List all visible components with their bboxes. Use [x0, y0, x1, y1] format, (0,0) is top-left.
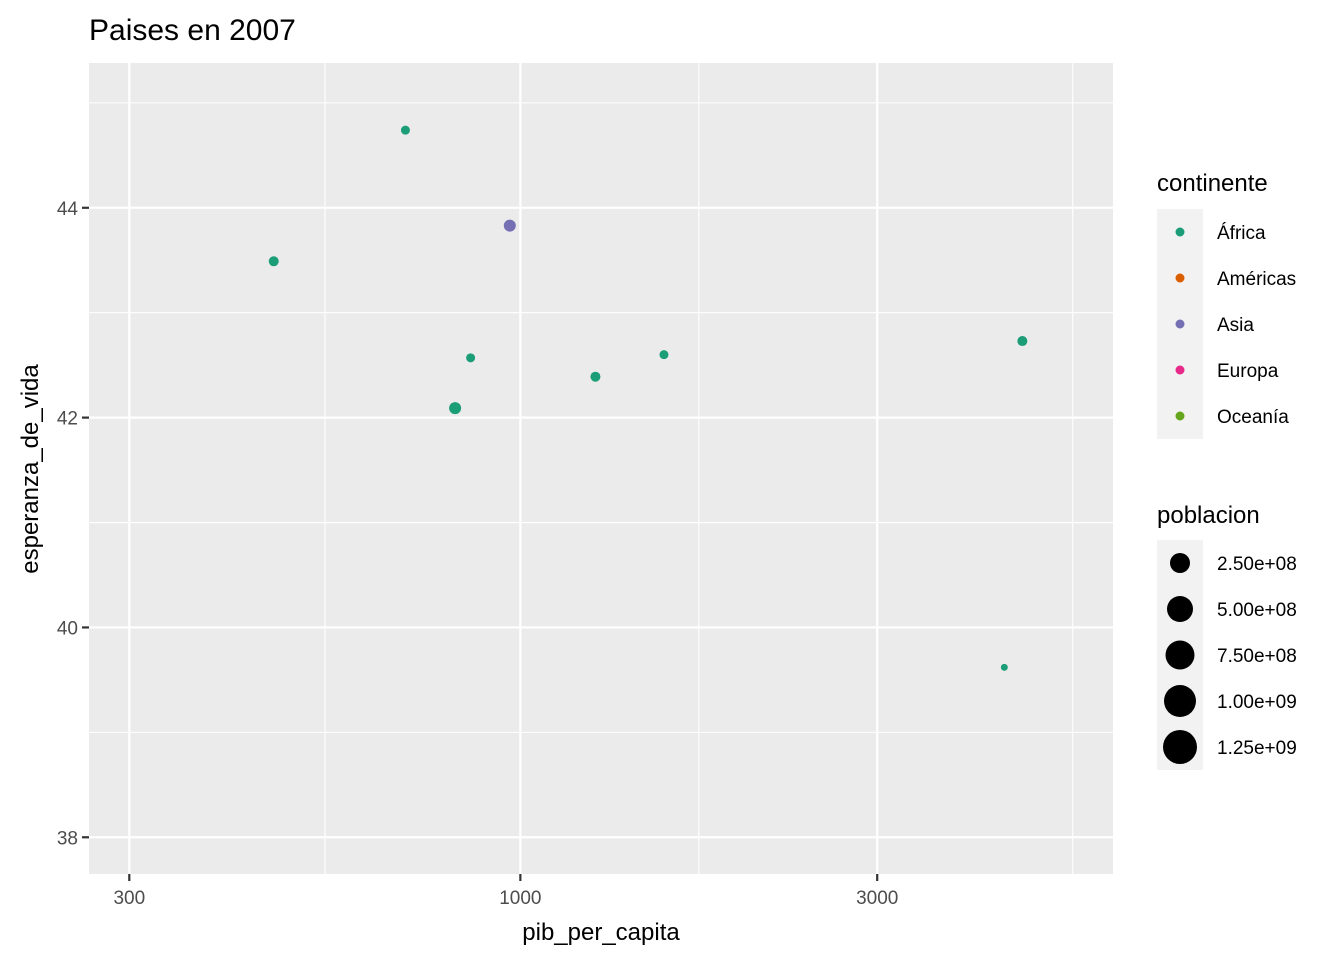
legend-color-dot-icon — [1175, 411, 1185, 421]
data-point — [659, 350, 669, 360]
legend-color-dot-icon — [1175, 273, 1185, 283]
color-legend-label: Oceanía — [1217, 407, 1289, 428]
data-point — [590, 371, 601, 382]
legend-size-dot-icon — [1163, 730, 1197, 764]
x-tick-label: 300 — [113, 888, 145, 909]
data-point — [1017, 336, 1028, 347]
size-legend-label: 7.50e+08 — [1217, 646, 1297, 667]
minor-gridlines — [89, 63, 1113, 874]
size-legend-title: poblacion — [1157, 502, 1260, 529]
data-point — [268, 256, 279, 267]
size-legend: poblacion 2.50e+08 5.00e+08 7.50e+08 1.00e+… — [1157, 502, 1297, 770]
data-point — [466, 353, 476, 363]
panel-background — [89, 63, 1113, 874]
data-point — [449, 402, 462, 415]
size-legend-label: 1.25e+09 — [1217, 738, 1297, 759]
y-tick-label: 38 — [57, 828, 78, 849]
data-points — [268, 125, 1028, 671]
data-point — [503, 219, 516, 232]
color-legend-label: África — [1217, 223, 1266, 244]
color-legend-label: Europa — [1217, 361, 1279, 382]
x-axis: 300 1000 3000 — [113, 874, 898, 909]
legend-size-dot-icon — [1170, 553, 1190, 573]
major-gridlines — [89, 63, 1113, 874]
legend-size-dot-icon — [1164, 685, 1196, 717]
legend-size-dot-icon — [1165, 640, 1195, 670]
data-point — [1000, 663, 1008, 671]
color-legend-title: continente — [1157, 170, 1268, 197]
y-tick-label: 40 — [57, 618, 78, 639]
y-axis: 38 40 42 44 — [57, 199, 89, 849]
legend-size-dot-icon — [1167, 596, 1193, 622]
x-tick-label: 1000 — [499, 888, 541, 909]
size-legend-label: 2.50e+08 — [1217, 554, 1297, 575]
color-legend: continente África Américas Asia Europa Ocean… — [1157, 170, 1296, 439]
data-point — [400, 125, 410, 135]
legend-color-dot-icon — [1175, 319, 1185, 329]
x-tick-label: 3000 — [856, 888, 898, 909]
chart-title: Paises en 2007 — [89, 14, 296, 47]
x-axis-title: pib_per_capita — [522, 919, 680, 946]
y-tick-label: 42 — [57, 409, 78, 430]
legend-color-dot-icon — [1175, 227, 1185, 237]
size-legend-label: 5.00e+08 — [1217, 600, 1297, 621]
plot-panel — [89, 63, 1113, 874]
legend-color-dot-icon — [1175, 365, 1185, 375]
y-tick-label: 44 — [57, 199, 79, 220]
color-legend-label: Américas — [1217, 269, 1296, 290]
color-legend-label: Asia — [1217, 315, 1254, 336]
y-axis-title: esperanza_de_vida — [17, 364, 44, 574]
size-legend-label: 1.00e+09 — [1217, 692, 1297, 713]
